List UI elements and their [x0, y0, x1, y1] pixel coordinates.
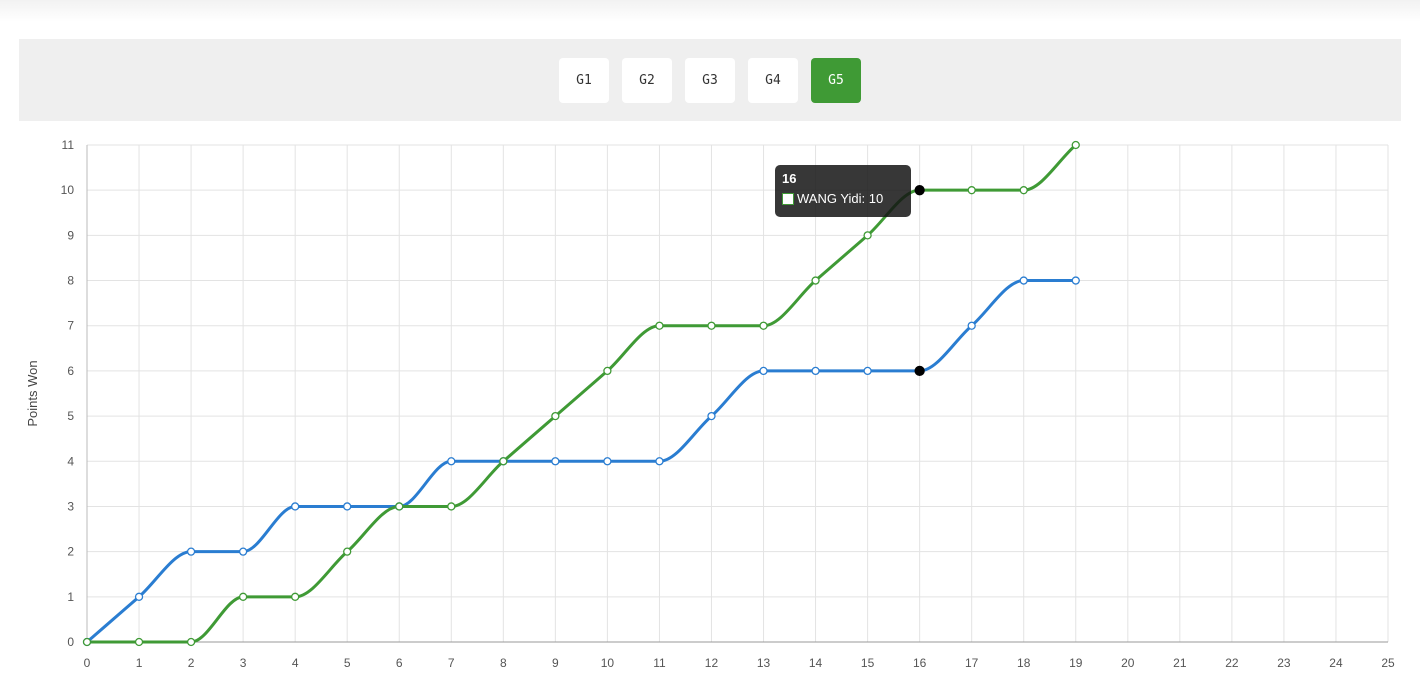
x-tick-label: 19: [1069, 656, 1083, 670]
x-tick-label: 11: [653, 656, 666, 670]
y-tick-label: 5: [67, 409, 74, 423]
data-point: [811, 366, 820, 376]
game-tab-g1[interactable]: G1: [559, 57, 609, 103]
y-axis-label: Points Won: [25, 360, 40, 426]
game-selector: G1 G2 G3 G4 G5: [19, 39, 1401, 121]
x-tick-label: 16: [913, 656, 927, 670]
game-tab-g3[interactable]: G3: [685, 57, 735, 103]
tooltip-label: WANG Yidi: 10: [797, 191, 884, 206]
data-point: [707, 411, 716, 421]
x-tick-label: 23: [1277, 656, 1291, 670]
data-point: [291, 592, 300, 601]
y-tick-label: 3: [67, 499, 74, 513]
data-point: [343, 547, 352, 556]
tooltip-color-swatch: [782, 193, 794, 205]
data-point: [707, 321, 716, 330]
data-point: [1071, 140, 1080, 150]
x-tick-label: 22: [1225, 656, 1239, 670]
data-point: [343, 502, 352, 511]
y-tick-label: 4: [67, 454, 74, 468]
x-tick-label: 1: [136, 656, 143, 670]
x-tick-label: 6: [396, 656, 403, 670]
data-point: [759, 366, 768, 376]
x-tick-label: 5: [344, 656, 351, 670]
data-point: [1019, 276, 1028, 285]
data-point: [759, 321, 768, 330]
x-tick-label: 3: [240, 656, 247, 670]
x-tick-label: 4: [292, 656, 299, 670]
data-point: [655, 321, 664, 330]
data-point: [447, 457, 456, 466]
y-tick-label: 2: [67, 545, 74, 559]
data-point: [82, 637, 92, 647]
data-point: [134, 637, 144, 647]
data-point: [967, 321, 976, 330]
x-tick-label: 17: [965, 656, 979, 670]
y-tick-label: 7: [67, 319, 74, 333]
data-point: [395, 502, 404, 511]
x-tick-label: 8: [500, 656, 507, 670]
points-chart: 0 1 2 3 4 5 6 7 8 9 10 11 12 13 14 15 16 17 18 19 20 21 22 23 24…: [25, 138, 1395, 670]
data-point: [967, 186, 976, 195]
game-tab-g4[interactable]: G4: [748, 57, 798, 103]
data-point: [1019, 186, 1028, 195]
data-point: [603, 366, 612, 376]
tooltip-title: 16: [782, 171, 797, 186]
game-tab-g5[interactable]: G5: [811, 57, 861, 103]
x-tick-label: 18: [1017, 656, 1031, 670]
x-tick-label: 9: [552, 656, 559, 670]
hover-point: [914, 185, 925, 196]
game-tab-g2[interactable]: G2: [622, 57, 672, 103]
x-tick-label: 2: [188, 656, 195, 670]
data-point: [291, 502, 300, 511]
x-tick-label: 0: [84, 656, 91, 670]
x-tick-label: 20: [1121, 656, 1135, 670]
y-tick-label: 10: [61, 183, 75, 197]
data-point: [1071, 276, 1080, 285]
x-tick-label: 25: [1381, 656, 1395, 670]
data-point: [863, 366, 872, 376]
y-tick-label: 9: [67, 228, 74, 242]
data-point: [811, 276, 820, 285]
x-tick-label: 7: [448, 656, 455, 670]
data-point: [238, 547, 248, 556]
data-point: [186, 637, 196, 647]
data-point: [863, 231, 872, 240]
tooltip-row: WANG Yidi: 10: [782, 190, 904, 208]
data-point: [238, 592, 248, 601]
x-tick-label: 14: [809, 656, 823, 670]
y-tick-label: 8: [67, 274, 74, 288]
y-tick-label: 0: [67, 635, 74, 649]
data-point: [655, 457, 664, 466]
x-tick-label: 12: [705, 656, 719, 670]
series-line-1: [87, 143, 1077, 644]
y-tick-label: 1: [67, 590, 74, 604]
data-point: [186, 547, 196, 556]
x-tick-label: 24: [1329, 656, 1343, 670]
data-point: [551, 457, 560, 466]
x-tick-label: 10: [601, 656, 615, 670]
x-tick-label: 13: [757, 656, 771, 670]
x-tick-label: 15: [861, 656, 875, 670]
data-point: [499, 457, 508, 466]
y-tick-label: 11: [62, 138, 75, 152]
data-point: [603, 457, 612, 466]
data-point: [134, 592, 144, 601]
data-point: [447, 502, 456, 511]
chart-tooltip: 16 WANG Yidi: 10: [775, 165, 911, 217]
hover-point: [914, 365, 925, 377]
x-tick-label: 21: [1173, 656, 1187, 670]
data-point: [551, 411, 560, 421]
top-strip: [0, 0, 1420, 22]
y-tick-label: 6: [67, 364, 74, 378]
